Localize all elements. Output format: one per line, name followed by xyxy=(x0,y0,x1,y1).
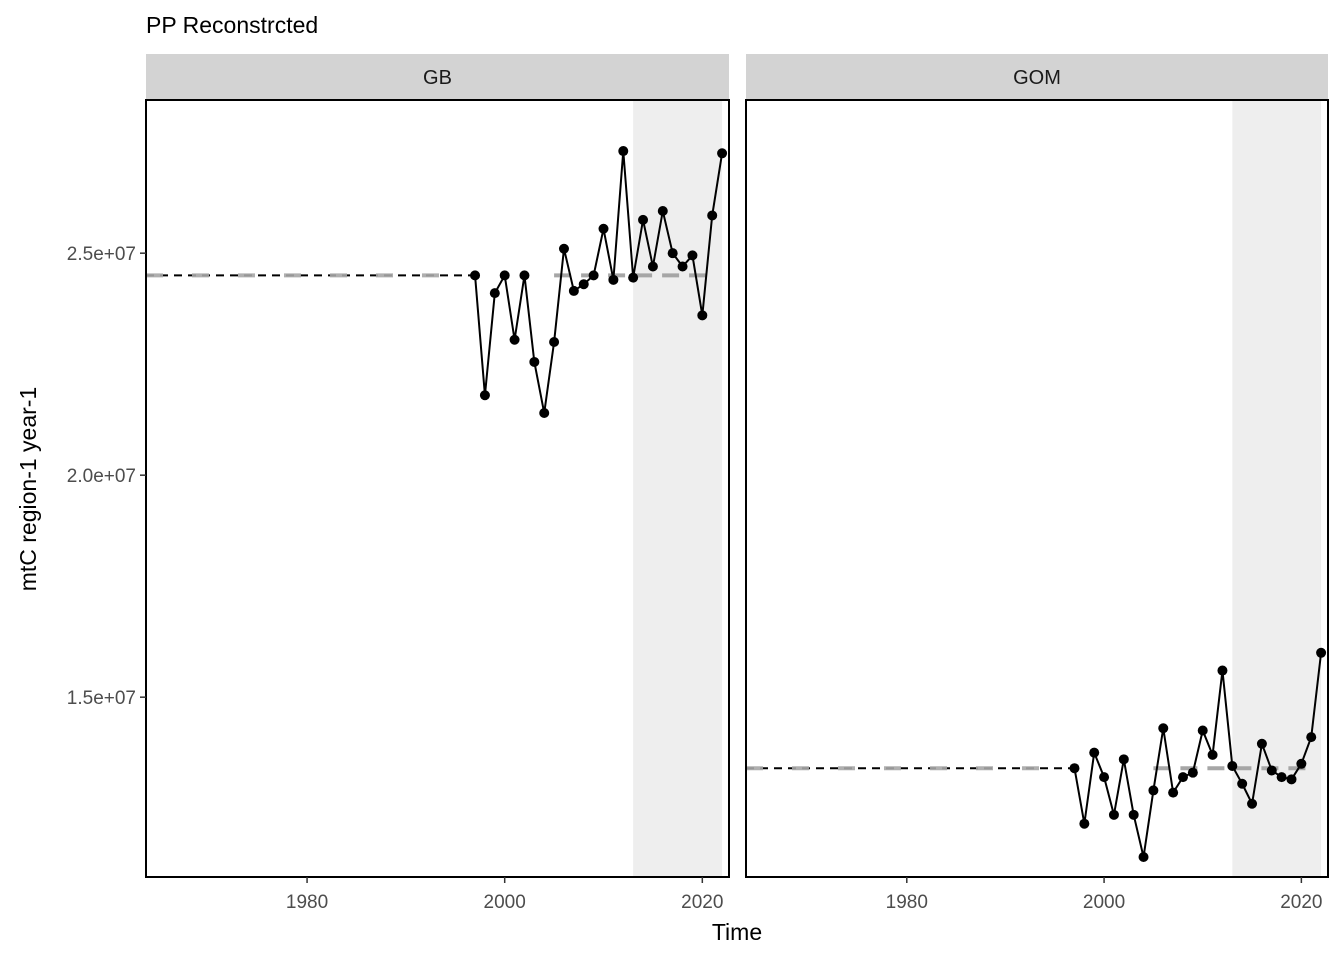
data-point xyxy=(1118,754,1129,765)
data-point xyxy=(667,248,678,259)
data-point xyxy=(1306,732,1317,743)
data-point xyxy=(1276,772,1287,783)
data-point xyxy=(1227,761,1238,771)
data-point xyxy=(529,356,540,367)
facet-strip-label: GOM xyxy=(1013,67,1061,89)
data-point xyxy=(1286,774,1297,785)
data-point xyxy=(647,261,658,272)
y-tick-label: 2.5e+07 xyxy=(67,244,136,265)
data-point xyxy=(628,272,639,283)
shaded-period xyxy=(1232,100,1322,877)
x-tick-label: 2020 xyxy=(1280,892,1322,913)
data-point xyxy=(489,288,500,299)
data-point xyxy=(1168,787,1179,798)
data-point xyxy=(558,243,569,254)
data-point xyxy=(479,390,490,401)
data-point xyxy=(588,270,599,281)
x-tick-label: 2000 xyxy=(484,892,526,913)
data-point xyxy=(1128,809,1139,820)
facet-panels: GB 1980 2000 2020 1.5e+07 2.0e+07 2.5e+07 GOM 19… xyxy=(67,54,1329,913)
data-point xyxy=(1079,818,1090,829)
x-tick-label: 2000 xyxy=(1083,892,1125,913)
facet-strip xyxy=(146,54,729,99)
data-point xyxy=(1217,665,1228,676)
panel-border xyxy=(745,99,1329,878)
y-tick-label: 2.0e+07 xyxy=(67,466,136,487)
data-point xyxy=(1177,772,1188,783)
data-point xyxy=(608,274,619,285)
data-point xyxy=(1138,852,1149,863)
shaded-period xyxy=(633,100,723,877)
data-point xyxy=(1207,749,1218,760)
data-point xyxy=(568,285,579,296)
data-point xyxy=(1089,747,1100,758)
data-point xyxy=(1237,778,1248,789)
y-axis-label: mtC region-1 year-1 xyxy=(15,387,41,592)
facet-strip xyxy=(746,54,1328,99)
data-point xyxy=(1256,738,1267,749)
y-tick-label: 1.5e+07 xyxy=(67,688,136,709)
data-point xyxy=(499,270,510,281)
data-point xyxy=(657,206,668,216)
data-point xyxy=(717,148,728,159)
x-axis-label: Time xyxy=(712,919,762,945)
panel-border xyxy=(145,99,730,878)
data-point xyxy=(578,279,589,290)
data-point xyxy=(638,214,649,225)
chart-title: PP Reconstrcted xyxy=(146,12,318,38)
x-tick-label: 2020 xyxy=(681,892,723,913)
data-point xyxy=(1316,647,1327,658)
data-point xyxy=(707,210,718,221)
data-point xyxy=(1158,723,1169,734)
data-point xyxy=(1069,763,1080,774)
panel-gom: GOM 1980 2000 2020 xyxy=(745,54,1329,913)
plot-background xyxy=(146,100,729,877)
data-point xyxy=(519,270,530,281)
data-point xyxy=(677,261,688,272)
data-point xyxy=(470,270,481,281)
data-point xyxy=(1266,765,1277,776)
data-point xyxy=(549,336,560,347)
panel-gb: GB 1980 2000 2020 1.5e+07 2.0e+07 2.5e+07 xyxy=(67,54,730,913)
data-point xyxy=(618,146,629,157)
x-tick-label: 1980 xyxy=(286,892,328,913)
data-point xyxy=(697,310,708,321)
data-point xyxy=(1296,758,1307,769)
data-point xyxy=(1148,785,1159,796)
data-point xyxy=(1247,798,1258,809)
x-tick-label: 1980 xyxy=(886,892,928,913)
data-point xyxy=(509,334,520,345)
data-point xyxy=(1108,809,1119,820)
data-point xyxy=(539,408,550,419)
data-point xyxy=(687,250,698,261)
data-point xyxy=(1099,772,1110,783)
data-point xyxy=(598,223,609,234)
data-point xyxy=(1197,725,1208,736)
data-point xyxy=(1187,767,1198,778)
facet-strip-label: GB xyxy=(423,67,452,89)
